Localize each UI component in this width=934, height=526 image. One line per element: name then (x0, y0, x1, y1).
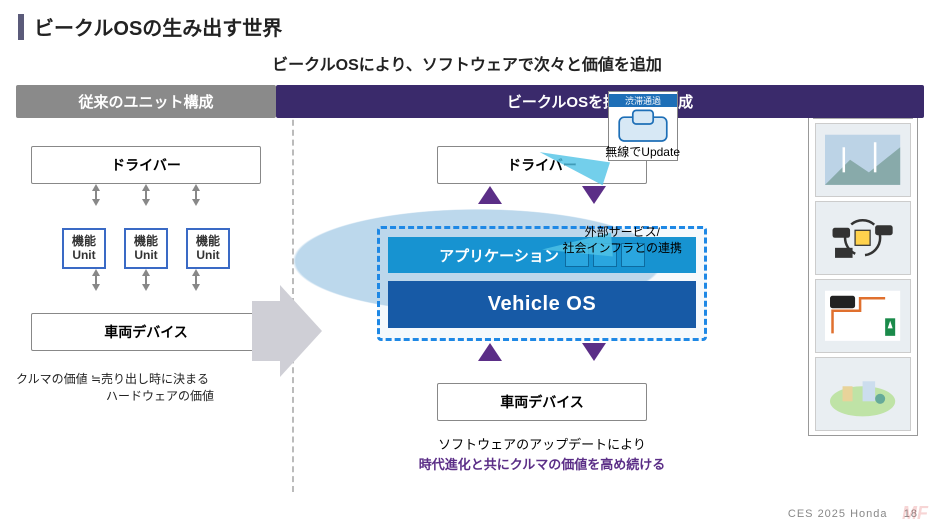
vos-footnote: ソフトウェアのアップデートにより 時代進化と共にクルマの価値を高め続ける (286, 435, 798, 474)
legacy-driver-box: ドライバー (31, 146, 261, 184)
purple-arrows-top (478, 186, 606, 206)
legacy-arrows-bottom (92, 269, 200, 291)
watermark: MF (902, 503, 928, 524)
purple-arrows-bottom (478, 343, 606, 363)
footer-text: CES 2025 Honda (788, 508, 888, 520)
application-label: アプリケーション (439, 245, 559, 266)
footer: CES 2025 Honda 18 (788, 508, 918, 520)
function-unit-box: 機能 Unit (186, 228, 230, 269)
vehicle-os-bar: Vehicle OS (388, 281, 696, 328)
legacy-footnote-l1: クルマの価値 ≒売り出し時に決まる (16, 371, 276, 388)
bidir-arrow-icon (192, 269, 200, 291)
title-accent-bar (18, 14, 24, 40)
legacy-units-row: 機能 Unit 機能 Unit 機能 Unit (62, 228, 230, 269)
vos-footnote-l2: 時代進化と共にクルマの価値を高め続ける (286, 455, 798, 475)
columns: 従来のユニット構成 ドライバー 機能 Unit 機能 Unit 機能 Unit … (0, 85, 934, 474)
page-subtitle: ビークルOSにより、ソフトウェアで次々と価値を追加 (0, 51, 934, 75)
bidir-arrow-icon (192, 184, 200, 206)
vehicle-os-header: ビークルOSを採用した構成 (276, 85, 924, 118)
external-service-l2: 社会インフラとの連携 (562, 241, 682, 257)
service-charging-map-icon (815, 279, 911, 353)
service-green-city-icon (815, 357, 911, 431)
legacy-header: 従来のユニット構成 (16, 85, 276, 118)
bidir-arrow-icon (92, 184, 100, 206)
bidir-arrow-icon (92, 269, 100, 291)
bidir-arrow-icon (142, 184, 150, 206)
ota-badge-header: 渋滞通過 (609, 94, 677, 107)
title-row: ビークルOSの生み出す世界 (0, 0, 934, 45)
external-service-label: 外部サービス/ 社会インフラとの連携 (562, 225, 682, 256)
vehicle-os-column: ビークルOSを採用した構成 ドライバー アプリケーション Vehicle OS (286, 85, 798, 474)
purple-down-arrow-icon (582, 343, 606, 361)
vos-device-box: 車両デバイス (437, 383, 647, 421)
legacy-column: 従来のユニット構成 ドライバー 機能 Unit 機能 Unit 機能 Unit … (16, 85, 276, 474)
function-unit-box: 機能 Unit (62, 228, 106, 269)
vos-footnote-l1: ソフトウェアのアップデートにより (286, 435, 798, 455)
external-service-l1: 外部サービス/ (562, 225, 682, 241)
page-title: ビークルOSの生み出す世界 (34, 12, 282, 41)
legacy-arrows-top (92, 184, 200, 206)
legacy-footnote-l2: ハードウェアの価値 (16, 388, 276, 405)
services-column: 各種サービス (808, 85, 918, 474)
service-mobility-cycle-icon (815, 201, 911, 275)
service-wind-turbine-icon (815, 123, 911, 197)
services-panel: 各種サービス (808, 91, 918, 436)
purple-up-arrow-icon (478, 186, 502, 204)
legacy-device-box: 車両デバイス (31, 313, 261, 351)
function-unit-box: 機能 Unit (124, 228, 168, 269)
legacy-stack: ドライバー 機能 Unit 機能 Unit 機能 Unit 車両デバイス (16, 118, 276, 351)
purple-down-arrow-icon (582, 186, 606, 204)
legacy-footnote: クルマの価値 ≒売り出し時に決まる ハードウェアの価値 (16, 371, 276, 405)
purple-up-arrow-icon (478, 343, 502, 361)
ota-update-label: 無線でUpdate (605, 143, 680, 160)
bidir-arrow-icon (142, 269, 150, 291)
